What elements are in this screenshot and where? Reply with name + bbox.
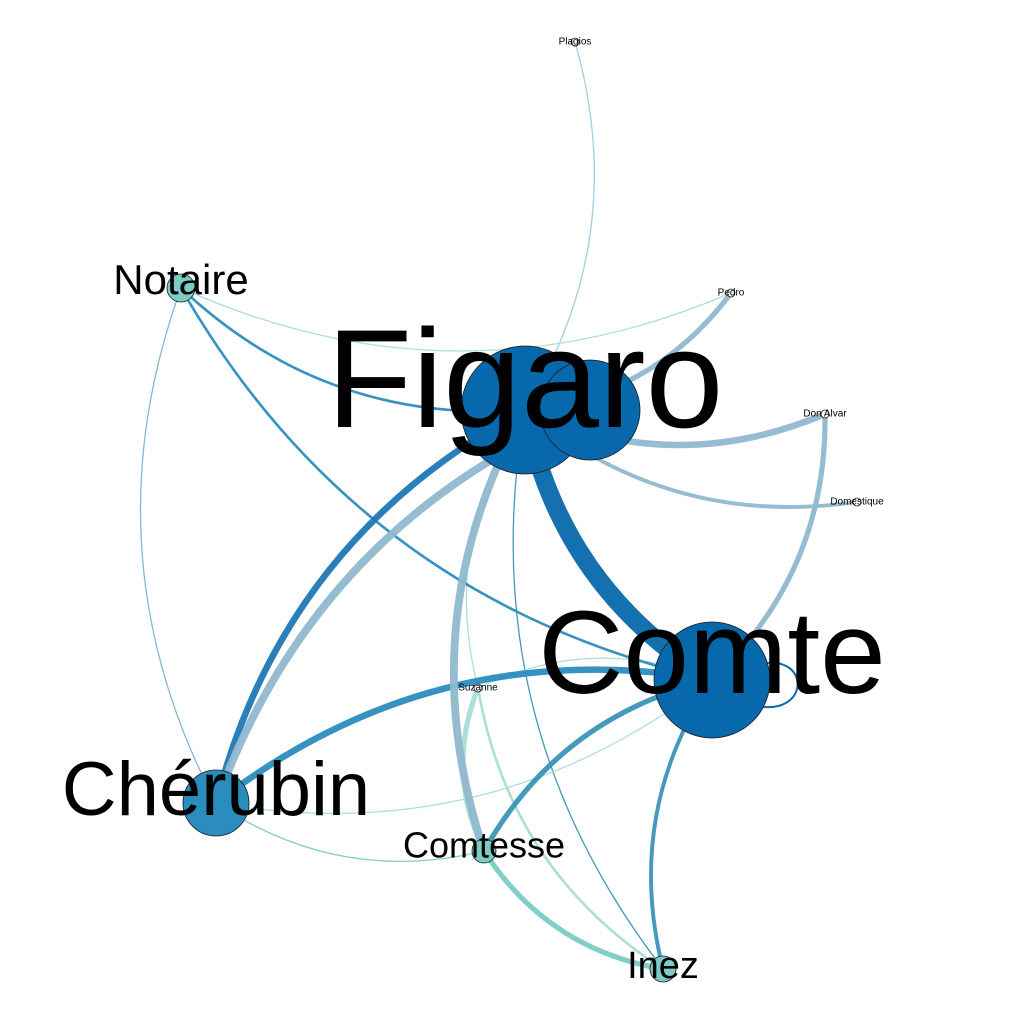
labels-layer: Figaro Comte Chérubin Notaire Comtesse Inez Su… xyxy=(62,37,886,987)
edge-comtesse-inez xyxy=(481,848,666,972)
node-comte[interactable] xyxy=(653,621,771,739)
node-label-notaire: Notaire xyxy=(113,256,248,303)
edge-comte-self-loop xyxy=(751,662,799,708)
node-suzanne[interactable] xyxy=(473,683,483,693)
node-label-domestique: Domestique xyxy=(830,497,884,508)
node-inez[interactable] xyxy=(649,955,677,983)
node-label-donalvar: Don Alvar xyxy=(803,409,847,420)
node-label-pedro: Pedro xyxy=(718,288,745,299)
edge-figaro-cherubin xyxy=(212,406,529,807)
edge-suzanne-inez xyxy=(476,686,665,971)
node-label-comte: Comte xyxy=(538,587,886,719)
edge-cherubin-comtesse xyxy=(215,802,485,862)
node-pedro[interactable] xyxy=(726,288,736,298)
node-label-suzanne: Suzanne xyxy=(458,683,498,694)
node-figaro2[interactable] xyxy=(539,359,641,461)
edge-figaro-comtesse xyxy=(449,406,529,855)
node-donalvar[interactable] xyxy=(820,409,830,419)
edge-figaro-inez xyxy=(512,409,664,970)
node-cherubin[interactable] xyxy=(182,769,250,837)
node-notaire[interactable] xyxy=(166,273,196,303)
node-label-comtesse: Comtesse xyxy=(403,825,565,866)
node-label-plagios: Plagios xyxy=(559,37,592,48)
node-label-cherubin: Chérubin xyxy=(62,747,370,832)
edge-cherubin-comte xyxy=(215,679,713,815)
node-label-inez: Inez xyxy=(627,945,699,987)
node-domestique[interactable] xyxy=(852,497,862,507)
node-plagios[interactable] xyxy=(570,37,580,47)
node-label-figaro: Figaro xyxy=(327,300,724,457)
node-comtesse[interactable] xyxy=(471,838,497,864)
edge-notaire-comte xyxy=(179,286,714,682)
edge-notaire-cherubin xyxy=(139,287,217,804)
nodes-layer xyxy=(166,37,862,983)
edge-notaire-pedro xyxy=(180,287,732,352)
